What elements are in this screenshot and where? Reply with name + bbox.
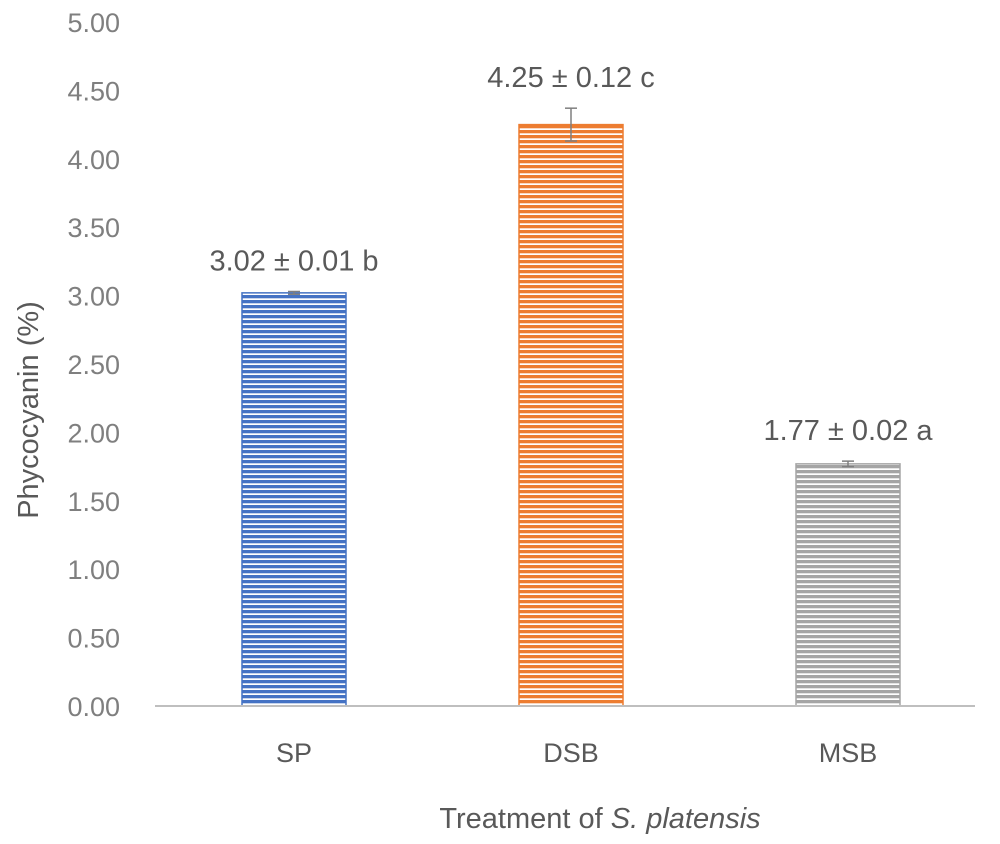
x-category-label: DSB [543, 738, 599, 768]
y-tick-label: 1.50 [67, 487, 120, 517]
x-axis-category-labels: SP DSB MSB [276, 738, 877, 768]
data-label-sp: 3.02 ± 0.01 b [209, 245, 378, 277]
y-tick-label: 0.50 [67, 624, 120, 654]
y-tick-label: 3.00 [67, 282, 120, 312]
y-tick-label: 0.00 [67, 692, 120, 722]
y-tick-label: 2.00 [67, 418, 120, 448]
x-category-label: MSB [819, 738, 878, 768]
data-label-dsb: 4.25 ± 0.12 c [487, 62, 654, 94]
x-category-label: SP [276, 738, 312, 768]
bar-msb [795, 463, 901, 707]
y-axis-title: Phycocyanin (%) [13, 301, 45, 519]
y-tick-label: 4.50 [67, 76, 120, 106]
x-axis-title-italic: S. platensis [611, 803, 761, 835]
y-axis-ticks: 0.00 0.50 1.00 1.50 2.00 2.50 3.00 3.50 4.00 4.50… [67, 8, 120, 722]
x-axis-title-prefix: Treatment of [439, 803, 610, 835]
y-tick-label: 5.00 [67, 8, 120, 38]
error-bar-sp [288, 290, 300, 295]
y-tick-label: 3.50 [67, 213, 120, 243]
bar-sp [241, 292, 347, 707]
error-bars [288, 107, 854, 468]
error-bar-msb [842, 460, 854, 468]
data-labels: 3.02 ± 0.01 b 4.25 ± 0.12 c 1.77 ± 0.02 a [209, 62, 933, 447]
data-label-msb: 1.77 ± 0.02 a [763, 415, 933, 447]
error-bar-dsb [565, 107, 577, 142]
y-tick-label: 1.00 [67, 555, 120, 585]
y-tick-label: 2.50 [67, 350, 120, 380]
x-axis-title: Treatment of S. platensis [439, 803, 760, 835]
y-tick-label: 4.00 [67, 145, 120, 175]
bar-dsb [518, 123, 624, 707]
